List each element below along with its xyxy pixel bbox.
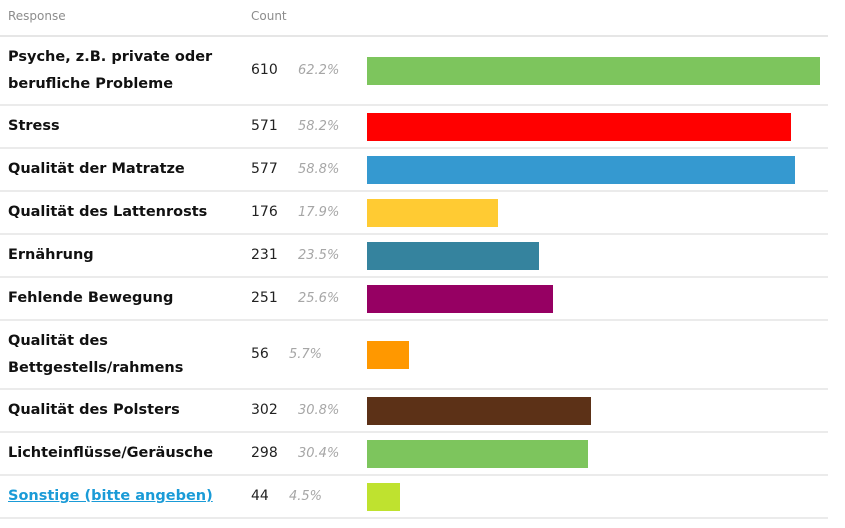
table-row: Qualität der Matratze 577 58.8% (0, 149, 828, 192)
response-count: 251 (251, 289, 278, 306)
response-label: Psyche, z.B. private oder berufliche Pro… (8, 48, 213, 92)
response-label: Fehlende Bewegung (8, 290, 174, 306)
response-bar (367, 155, 795, 184)
table-row: Fehlende Bewegung 251 25.6% (0, 278, 828, 321)
response-percent: 58.8% (298, 161, 340, 177)
response-label: Qualität des Polsters (8, 402, 180, 418)
header-divider (0, 35, 828, 37)
response-percent: 62.2% (298, 62, 340, 78)
response-percent: 4.5% (289, 488, 323, 504)
response-percent: 5.7% (289, 346, 323, 362)
response-count: 610 (251, 61, 278, 78)
response-count: 176 (251, 203, 278, 220)
table-row: Qualität des Lattenrosts 176 17.9% (0, 192, 828, 235)
other-responses-link[interactable]: Sonstige (bitte angeben) (8, 488, 213, 504)
response-label: Ernährung (8, 247, 94, 263)
response-percent: 30.4% (298, 445, 340, 461)
response-percent: 25.6% (298, 290, 340, 306)
response-bar (367, 56, 820, 85)
response-bar (367, 439, 588, 468)
response-percent: 58.2% (298, 118, 340, 134)
response-column-header: Response (8, 9, 66, 23)
table-row: Lichteinflüsse/Geräusche 298 30.4% (0, 433, 828, 476)
table-row: Qualität des Polsters 302 30.8% (0, 390, 828, 433)
table-row: Sonstige (bitte angeben) 44 4.5% (0, 476, 828, 519)
response-label: Lichteinflüsse/Geräusche (8, 445, 214, 461)
table-row: Stress 571 58.2% (0, 106, 828, 149)
response-count: 231 (251, 246, 278, 263)
table-row: Qualität des Bettgestells/rahmens 56 5.7% (0, 321, 828, 390)
response-bar (367, 482, 400, 511)
response-bar (367, 284, 553, 313)
response-percent: 30.8% (298, 402, 340, 418)
response-bar (367, 396, 591, 425)
response-bar (367, 112, 791, 141)
table-row: Psyche, z.B. private oder berufliche Pro… (0, 37, 828, 106)
response-count: 577 (251, 160, 278, 177)
response-bar (367, 198, 498, 227)
response-percent: 23.5% (298, 247, 340, 263)
response-count: 571 (251, 117, 278, 134)
count-column-header: Count (251, 9, 287, 23)
response-bar (367, 340, 409, 369)
response-count: 56 (251, 345, 269, 362)
response-count: 44 (251, 487, 269, 504)
response-label: Qualität der Matratze (8, 161, 185, 177)
response-label: Stress (8, 118, 60, 134)
response-percent: 17.9% (298, 204, 340, 220)
response-count: 298 (251, 444, 278, 461)
response-count: 302 (251, 401, 278, 418)
table-row: Ernährung 231 23.5% (0, 235, 828, 278)
response-label: Qualität des Lattenrosts (8, 204, 208, 220)
response-bar (367, 241, 539, 270)
response-label: Qualität des Bettgestells/rahmens (8, 332, 184, 376)
